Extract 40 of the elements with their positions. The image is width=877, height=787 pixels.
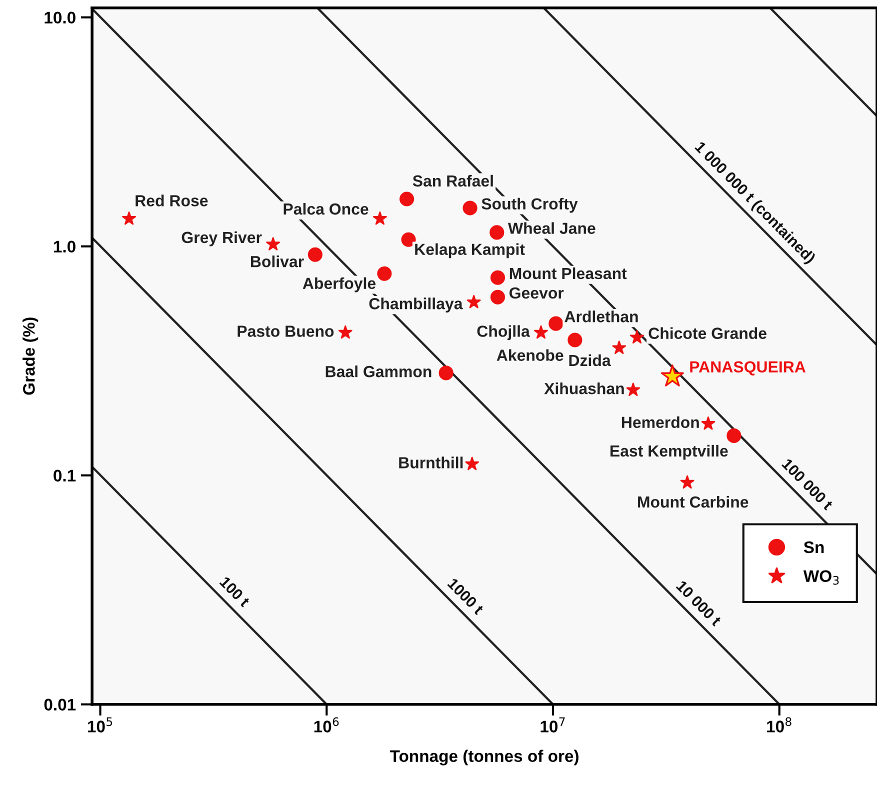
y-tick-label: 10.0	[44, 12, 76, 24]
annotation: Xihuashan	[544, 382, 624, 394]
annotation: Palca Once	[284, 202, 368, 215]
annotation: Ardlethan	[564, 310, 638, 322]
annotation: Bolivar	[250, 256, 304, 268]
annotation: Chambillaya	[369, 298, 463, 312]
annotation: PANASQUEIRA	[690, 361, 806, 376]
y-axis-title: Grade (%)	[22, 318, 38, 395]
legend-label: Sn	[804, 541, 824, 554]
x-tick-label: 10$^{8}$	[767, 717, 792, 732]
annotation: Chicote Grande	[648, 327, 766, 339]
annotation: Pasto Bueno	[238, 326, 334, 337]
annotation: Dzida	[569, 354, 611, 366]
annotation: Geevor	[510, 287, 564, 299]
annotation: Akenobe	[496, 349, 564, 361]
x-axis-title: Tonnage (tonnes of ore)	[390, 750, 578, 766]
annotation: Mount Carbine	[638, 496, 748, 508]
text: 100 t	[219, 576, 251, 608]
annotation: Mount Pleasant	[510, 267, 627, 280]
annotation: Wheal Jane	[508, 222, 596, 234]
text: 100 000 t	[781, 458, 834, 511]
annotation: Grey River	[182, 231, 262, 246]
x-tick-label: 10$^{7}$	[540, 717, 565, 732]
annotation: South Crofty	[482, 198, 578, 213]
annotation: Kelapa Kampit	[415, 243, 525, 258]
annotation: East Kemptville	[610, 444, 728, 460]
annotation: San Rafael	[412, 174, 493, 187]
y-tick-label: 0.1	[54, 470, 76, 482]
y-tick-label: 0.01	[44, 698, 76, 711]
x-tick-label: 10$^{5}$	[88, 717, 112, 732]
legend-label: WO$_{3}$	[803, 570, 839, 585]
y-tick-label: 1.0	[54, 240, 76, 253]
annotation: Burnthill	[399, 456, 463, 468]
annotation: Baal Gammon	[326, 366, 432, 378]
annotation: Chojlla	[477, 325, 530, 340]
text: 10 000 t	[676, 580, 722, 627]
annotation: Aberfoyle	[302, 277, 376, 292]
annotation: Hemerdon	[622, 416, 699, 428]
x-tick-label: 10$^{6}$	[314, 717, 339, 732]
annotation: Red Rose	[136, 194, 208, 206]
